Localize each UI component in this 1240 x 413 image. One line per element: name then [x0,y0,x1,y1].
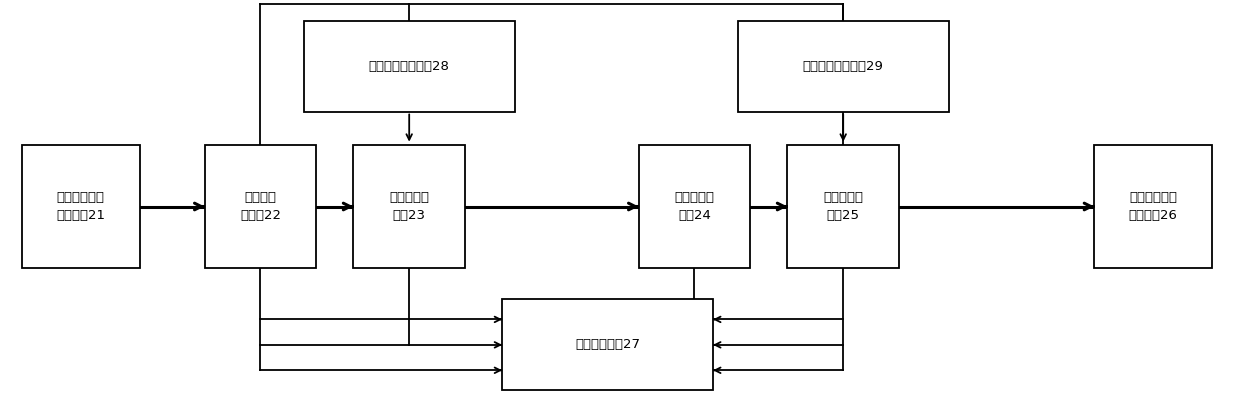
Text: 第一直流输电
电网系统21: 第一直流输电 电网系统21 [56,191,105,222]
Text: 直流控制系统27: 直流控制系统27 [575,338,640,351]
Text: 第二直流保护系统29: 第二直流保护系统29 [802,59,884,73]
Bar [22,145,139,268]
Text: 第二直流输电
电网系统26: 第二直流输电 电网系统26 [1128,191,1178,222]
Bar [304,21,515,112]
Text: 第二超导限
流器25: 第二超导限 流器25 [823,191,863,222]
Text: 第一直流断
路器23: 第一直流断 路器23 [389,191,429,222]
Bar [787,145,899,268]
Text: 第二直流断
路器24: 第二直流断 路器24 [675,191,714,222]
Bar [639,145,750,268]
Bar [1095,145,1213,268]
Text: 第一超导
限流器22: 第一超导 限流器22 [239,191,281,222]
Text: 第一直流保护系统28: 第一直流保护系统28 [368,59,450,73]
Bar [205,145,316,268]
Bar [353,145,465,268]
Bar [502,299,713,390]
Bar [738,21,949,112]
